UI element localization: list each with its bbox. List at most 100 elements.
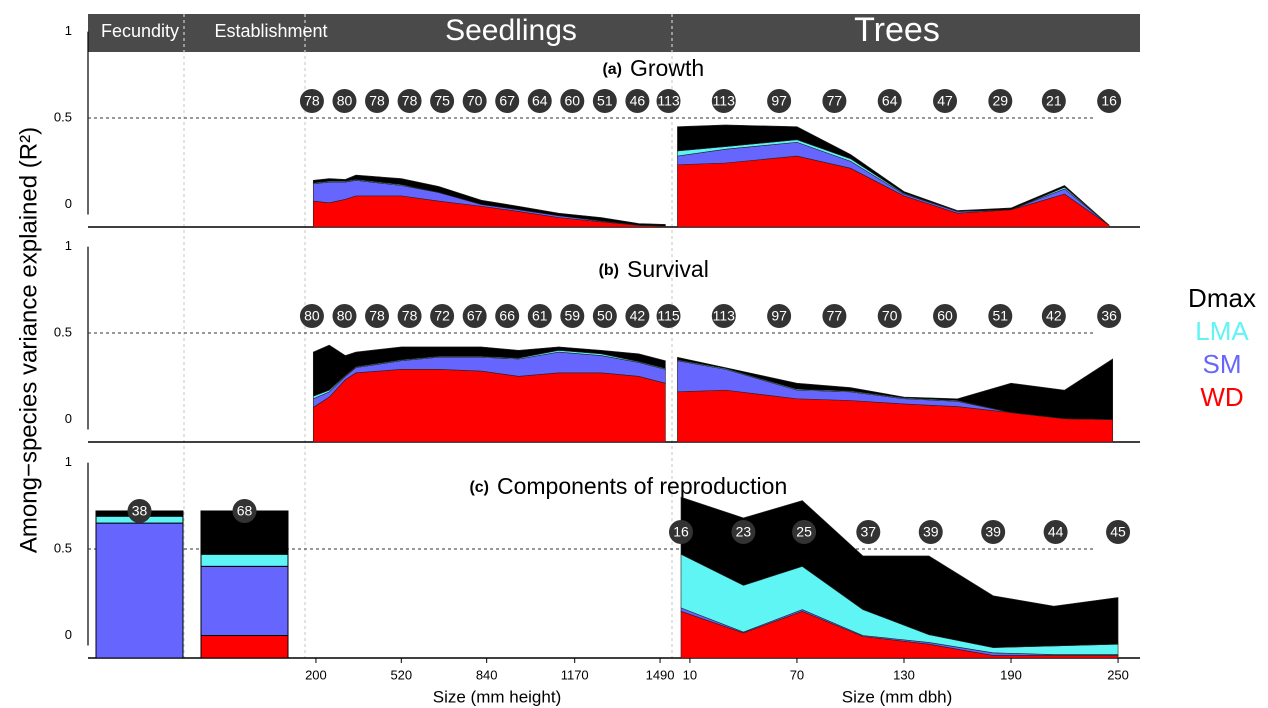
y-tick-label: 0.5 xyxy=(54,540,72,555)
panel-tag: (b) xyxy=(599,262,619,279)
count-circle xyxy=(1043,520,1068,544)
count-label: 80 xyxy=(337,93,353,109)
count-circle xyxy=(332,89,357,113)
header-label: Fecundity xyxy=(101,21,179,41)
area-dmax xyxy=(312,344,666,397)
legend-entry: LMA xyxy=(1195,316,1249,346)
count-circle xyxy=(988,89,1013,113)
area-dmax xyxy=(312,174,666,227)
count-circle xyxy=(365,304,390,328)
count-circle xyxy=(430,304,455,328)
count-badge: 61 xyxy=(527,304,552,328)
panel-title: Survival xyxy=(627,256,709,282)
bar-wd xyxy=(200,635,289,659)
count-label: 25 xyxy=(796,524,812,540)
count-label: 113 xyxy=(713,308,736,324)
count-circle xyxy=(877,89,902,113)
count-label: 16 xyxy=(1101,93,1117,109)
count-label: 29 xyxy=(993,93,1009,109)
count-circle xyxy=(332,304,357,328)
count-badge: 36 xyxy=(1097,304,1122,328)
count-label: 78 xyxy=(402,93,418,109)
count-badge: 23 xyxy=(731,520,756,544)
count-badge: 78 xyxy=(397,304,422,328)
area-wd xyxy=(312,369,666,443)
count-label: 21 xyxy=(1046,93,1062,109)
area-dmax xyxy=(680,496,1119,648)
count-label: 115 xyxy=(657,308,680,324)
count-circle xyxy=(822,304,847,328)
count-badge: 78 xyxy=(299,89,324,113)
x-tick-label: 1490 xyxy=(646,667,675,682)
count-badge: 45 xyxy=(1106,520,1131,544)
x-tick-label: 10 xyxy=(683,667,697,682)
count-label: 42 xyxy=(1046,308,1062,324)
y-tick-label: 0 xyxy=(65,627,72,642)
y-tick-label: 0.5 xyxy=(54,109,72,124)
count-circle xyxy=(711,304,736,328)
header-label: Seedlings xyxy=(445,14,577,47)
count-badge: 67 xyxy=(462,304,487,328)
count-circle xyxy=(495,304,520,328)
count-badge: 113 xyxy=(711,304,736,328)
count-badge: 70 xyxy=(462,89,487,113)
count-circle xyxy=(625,89,650,113)
panel-tag: (c) xyxy=(469,479,489,496)
count-badge: 42 xyxy=(625,304,650,328)
count-badge: 16 xyxy=(668,520,693,544)
count-label: 77 xyxy=(827,93,843,109)
count-label: 97 xyxy=(771,93,787,109)
count-circle xyxy=(430,89,455,113)
count-label: 39 xyxy=(985,524,1001,540)
count-label: 78 xyxy=(402,308,418,324)
legend-entry: WD xyxy=(1200,382,1243,412)
panel-tag: (a) xyxy=(602,61,622,78)
count-badge: 47 xyxy=(933,89,958,113)
count-badge: 75 xyxy=(430,89,455,113)
count-badge: 64 xyxy=(527,89,552,113)
y-tick-label: 1 xyxy=(65,23,72,38)
count-badge: 67 xyxy=(495,89,520,113)
panel-title: Growth xyxy=(630,55,704,81)
count-label: 75 xyxy=(434,93,450,109)
x-tick-label: 130 xyxy=(893,667,915,682)
count-circle xyxy=(365,89,390,113)
count-label: 16 xyxy=(673,524,689,540)
y-axis-label: Among−species variance explained (R²) xyxy=(15,127,42,553)
y-tick-label: 0 xyxy=(65,196,72,211)
count-circle xyxy=(560,304,585,328)
count-circle xyxy=(592,89,617,113)
count-label: 70 xyxy=(882,308,898,324)
count-label: 60 xyxy=(565,93,581,109)
count-badge: 51 xyxy=(988,304,1013,328)
count-label: 50 xyxy=(597,308,613,324)
count-label: 45 xyxy=(1110,524,1126,540)
count-label: 78 xyxy=(369,93,385,109)
count-badge: 113 xyxy=(711,89,736,113)
count-badge: 39 xyxy=(918,520,943,544)
count-label: 97 xyxy=(771,308,787,324)
count-label: 36 xyxy=(1101,308,1117,324)
count-label: 70 xyxy=(467,93,483,109)
panel-title: Components of reproduction xyxy=(497,473,787,499)
count-badge: 77 xyxy=(822,89,847,113)
area-dmax xyxy=(677,356,1114,420)
count-circle xyxy=(767,89,792,113)
count-label: 78 xyxy=(369,308,385,324)
count-label: 80 xyxy=(304,308,320,324)
count-circle xyxy=(822,89,847,113)
count-badge: 38 xyxy=(127,498,152,523)
x-tick-label: 190 xyxy=(1000,667,1022,682)
count-circle xyxy=(592,304,617,328)
count-badge: 97 xyxy=(767,89,792,113)
count-badge: 66 xyxy=(495,304,520,328)
count-circle xyxy=(933,304,958,328)
bar-lma xyxy=(200,553,289,567)
count-badge: 59 xyxy=(560,304,585,328)
count-label: 66 xyxy=(499,308,515,324)
bar-sm xyxy=(95,522,184,659)
count-circle xyxy=(299,89,324,113)
count-badge: 39 xyxy=(981,520,1006,544)
count-circle xyxy=(988,304,1013,328)
count-badge: 72 xyxy=(430,304,455,328)
